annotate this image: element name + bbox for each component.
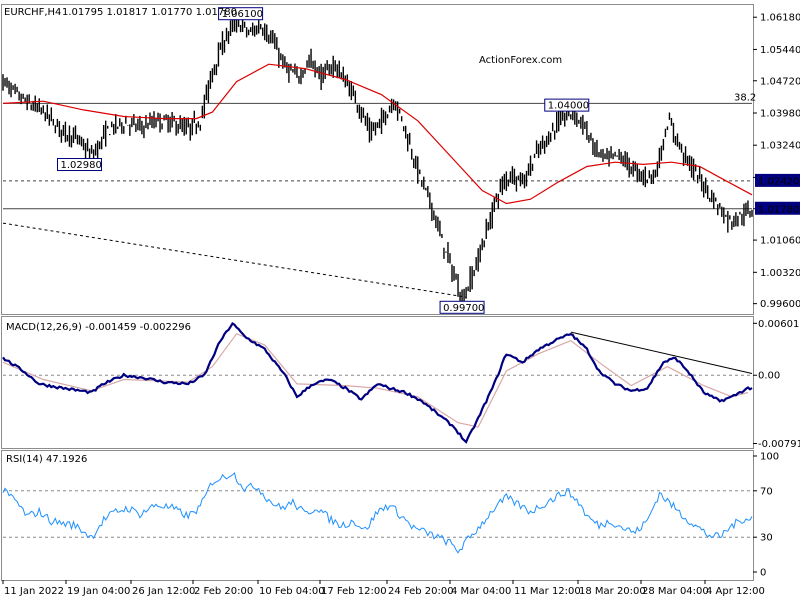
time-axis-label: 4 Apr 12:00 xyxy=(706,586,765,597)
axis-level-label: 1.01780 xyxy=(758,204,799,215)
macd-axis-label: 0.00 xyxy=(758,371,780,382)
macd-resistance-trendline xyxy=(570,331,753,374)
price-panel-frame xyxy=(1,4,754,315)
watermark: ActionForex.com xyxy=(479,55,562,66)
price-axis-label: 1.00320 xyxy=(760,268,800,279)
rsi-axis-label: 100 xyxy=(760,452,779,463)
price-axis-label: 0.99600 xyxy=(760,299,800,310)
ohlc-readout: 1.01795 1.01817 1.01770 1.01780 xyxy=(62,7,237,18)
time-axis-label: 2 Feb 20:00 xyxy=(194,586,253,597)
price-level-label: 1.02980 xyxy=(61,160,102,171)
price-axis-label: 1.06180 xyxy=(760,13,800,24)
time-axis-label: 24 Feb 20:00 xyxy=(388,586,454,597)
rsi-axis-label: 30 xyxy=(760,533,773,544)
price-level-label: 0.99700 xyxy=(443,303,484,314)
fib-level-label: 38.2 xyxy=(734,92,756,103)
price-level-box xyxy=(218,7,264,21)
rsi-axis-label: 70 xyxy=(760,486,773,497)
time-axis-label: 10 Feb 04:00 xyxy=(259,586,325,597)
macd-signal-line xyxy=(2,333,749,428)
price-level-label: 1.06100 xyxy=(222,9,263,20)
macd-axis-label: 0.006017 xyxy=(758,319,800,330)
price-axis-label: 1.05440 xyxy=(760,45,800,56)
time-axis-label: 17 Feb 12:00 xyxy=(321,586,387,597)
price-level-box xyxy=(544,98,590,112)
price-axis-label: 1.01060 xyxy=(760,236,800,247)
time-axis-label: 26 Jan 12:00 xyxy=(132,586,195,597)
time-axis: 11 Jan 2022 19 Jan 04:00 26 Jan 12:002 Feb… xyxy=(2,580,765,597)
macd-label: MACD(12,26,9) -0.001459 -0.002296 xyxy=(6,322,191,333)
symbol-label: EURCHF,H4 xyxy=(4,7,61,18)
time-axis-label: 11 Mar 12:00 xyxy=(514,586,581,597)
support-trendline xyxy=(2,222,467,298)
price-level-box xyxy=(57,158,103,172)
rsi-axis-label: 0 xyxy=(760,568,766,579)
price-axis-label: 1.03240 xyxy=(760,141,800,152)
macd-line xyxy=(2,321,753,444)
axis-level-box xyxy=(755,173,800,187)
time-axis-label: 18 Mar 20:00 xyxy=(579,586,646,597)
price-axis-label: 1.03980 xyxy=(760,108,800,119)
price-panel[interactable]: 1.061801.054401.047201.039801.032401.025… xyxy=(2,7,800,314)
rsi-panel[interactable]: 100 70 30 0 xyxy=(2,452,779,579)
macd-panel-frame xyxy=(1,316,754,449)
time-axis-label: 19 Jan 04:00 xyxy=(67,586,130,597)
price-level-box xyxy=(439,300,485,314)
rsi-panel-frame xyxy=(1,450,754,581)
time-axis-label: 11 Jan 2022 xyxy=(4,586,64,597)
price-level-label: 1.04000 xyxy=(548,101,589,112)
price-axis-label: 1.04720 xyxy=(760,76,800,87)
axis-level-box xyxy=(755,201,800,215)
moving-average-line xyxy=(2,63,753,205)
rsi-line xyxy=(2,472,753,554)
axis-level-label: 1.02420 xyxy=(758,176,799,187)
time-axis-label: 4 Mar 04:00 xyxy=(451,586,511,597)
rsi-label: RSI(14) 47.1926 xyxy=(6,454,87,465)
time-axis-label: 28 Mar 04:00 xyxy=(642,586,709,597)
